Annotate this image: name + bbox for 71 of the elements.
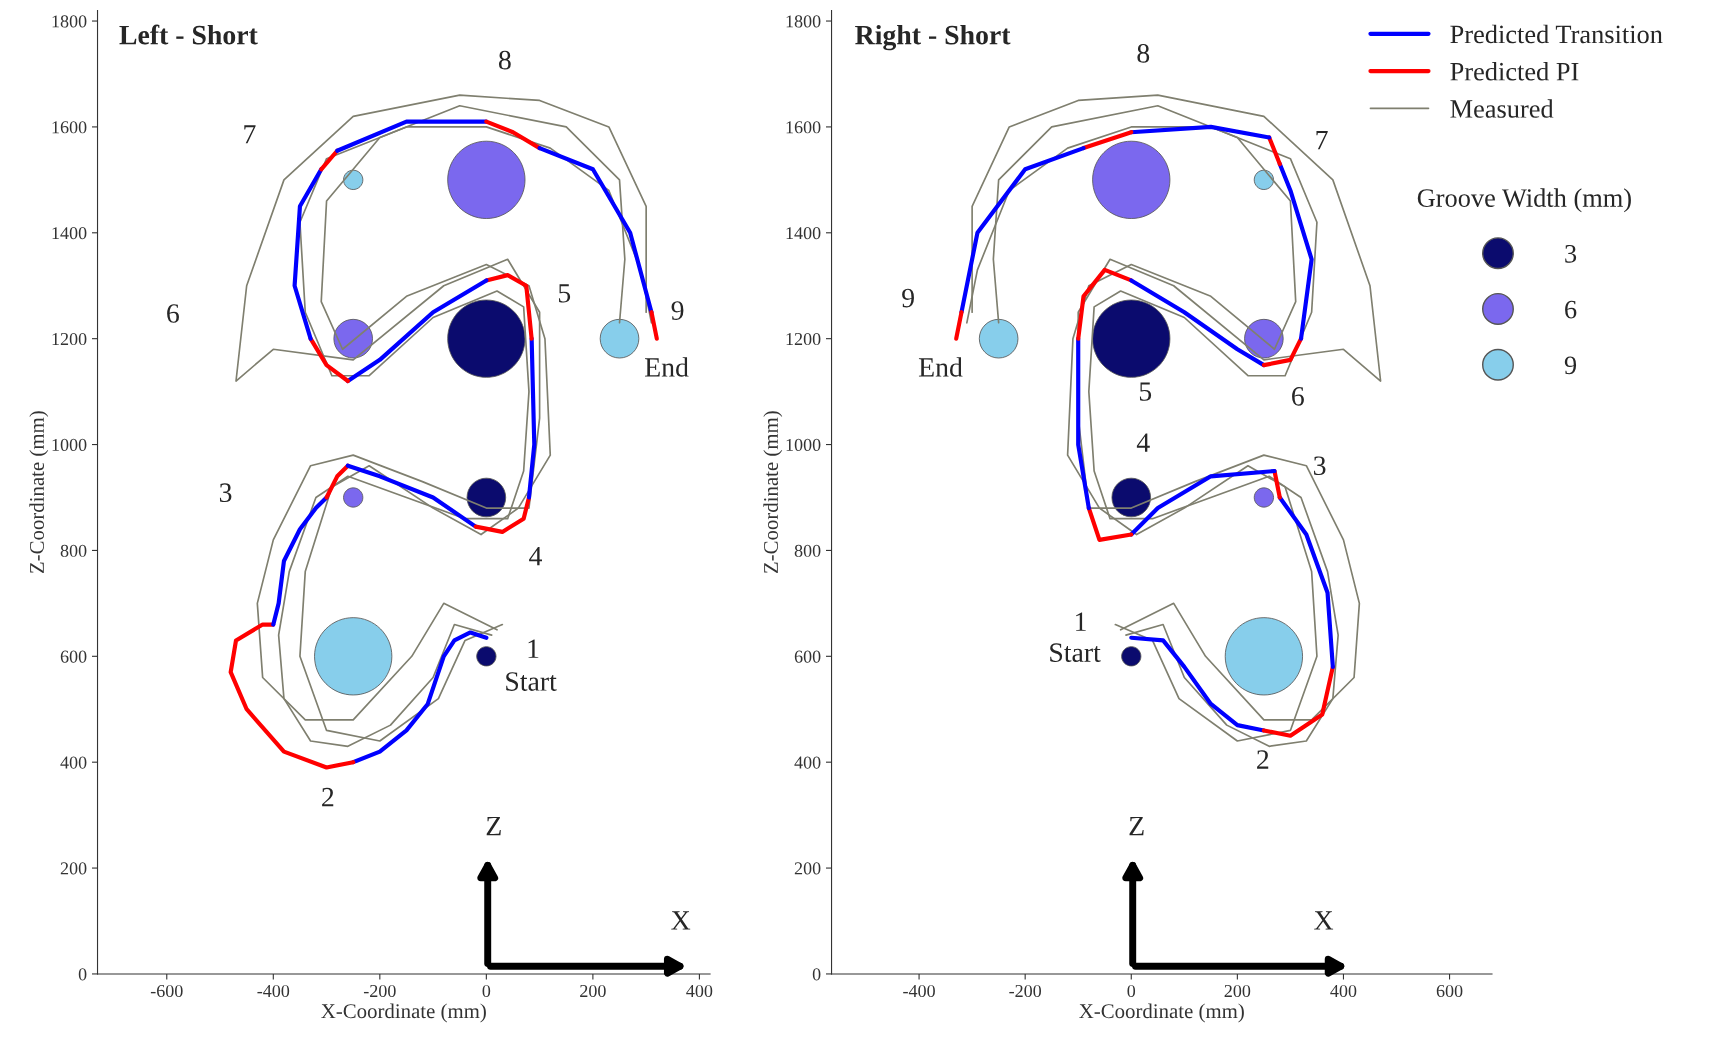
y-tick-label: 1800 [52, 15, 87, 28]
annotation: 3 [1314, 456, 1326, 476]
y-tick-label: 0 [78, 968, 87, 981]
x-tick-label: -200 [1009, 984, 1042, 998]
annotation: 2 [322, 787, 334, 807]
annotation: 8 [1137, 43, 1150, 63]
chart-title: Left - Short [119, 24, 258, 45]
x-tick-label: 400 [1330, 984, 1357, 998]
annotation: Z [1129, 816, 1144, 836]
annotation: End [918, 357, 963, 377]
y-tick-label: 1200 [52, 332, 87, 346]
y-axis-title: Z-Coordinate (mm) [763, 411, 783, 574]
x-tick-label: -200 [363, 984, 396, 998]
y-tick-label: 1200 [786, 332, 821, 346]
annotation: 1 [528, 639, 539, 658]
x-tick-label: 400 [686, 984, 713, 998]
annotation: 8 [498, 50, 511, 70]
x-axis-title: X-Coordinate (mm) [321, 1003, 486, 1023]
x-tick-label: 200 [1224, 984, 1251, 998]
annotation: Start [506, 672, 557, 691]
y-tick-label: 1400 [52, 227, 87, 240]
annotation: 3 [219, 483, 232, 503]
y-tick-label: 200 [794, 862, 821, 875]
y-tick-label: 600 [794, 650, 821, 663]
y-tick-label: 1600 [52, 121, 87, 134]
y-tick-label: 600 [60, 650, 87, 663]
annotation: End [645, 357, 689, 377]
y-tick-label: 1000 [52, 438, 87, 451]
annotation: 2 [1257, 750, 1269, 769]
annotation: 6 [167, 304, 179, 323]
x-tick-label: -400 [257, 984, 290, 998]
legend-label: 3 [1565, 244, 1577, 263]
x-tick-label: 200 [580, 984, 606, 998]
legend-label: 6 [1565, 300, 1577, 319]
y-tick-label: 800 [794, 544, 821, 557]
legend-title: Groove Width (mm) [1417, 188, 1631, 213]
y-axis-title: Z-Coordinate (mm) [29, 411, 49, 574]
annotation: 5 [1139, 382, 1152, 401]
x-tick-label: -400 [903, 984, 935, 998]
annotation: 1 [1076, 612, 1086, 631]
annotation: 4 [1136, 433, 1150, 452]
x-tick-label: 0 [1127, 984, 1136, 998]
annotation: 6 [1292, 387, 1304, 406]
annotation: 7 [244, 125, 256, 144]
annotation: Z [486, 816, 501, 836]
annotation: 9 [902, 288, 914, 308]
annotation: 5 [558, 284, 571, 303]
legend-label: Predicted PI [1450, 62, 1579, 81]
y-tick-label: 400 [794, 756, 821, 769]
y-tick-label: 800 [60, 544, 87, 557]
x-axis-title: X-Coordinate (mm) [1079, 1003, 1244, 1023]
y-tick-label: 400 [60, 756, 87, 769]
legend-label: Predicted Transition [1450, 24, 1663, 44]
x-tick-label: 0 [482, 984, 491, 998]
annotation: 9 [671, 301, 684, 320]
y-tick-label: 200 [60, 862, 87, 875]
chart-title: Right - Short [855, 24, 1011, 51]
y-tick-label: 1000 [786, 438, 821, 451]
y-tick-label: 1600 [786, 121, 821, 134]
y-tick-label: 1400 [786, 227, 821, 240]
annotation: Start [1050, 643, 1101, 662]
y-tick-label: 0 [812, 968, 821, 981]
annotation: 4 [529, 547, 542, 566]
annotation: X [1314, 911, 1334, 930]
annotation: X [671, 911, 691, 930]
annotation: 7 [1316, 130, 1328, 150]
legend-label: Measured [1450, 99, 1554, 118]
legend-label: 9 [1564, 356, 1577, 375]
y-tick-label: 1800 [786, 15, 821, 28]
x-tick-label: -600 [150, 984, 183, 998]
x-tick-label: 600 [1436, 984, 1463, 998]
